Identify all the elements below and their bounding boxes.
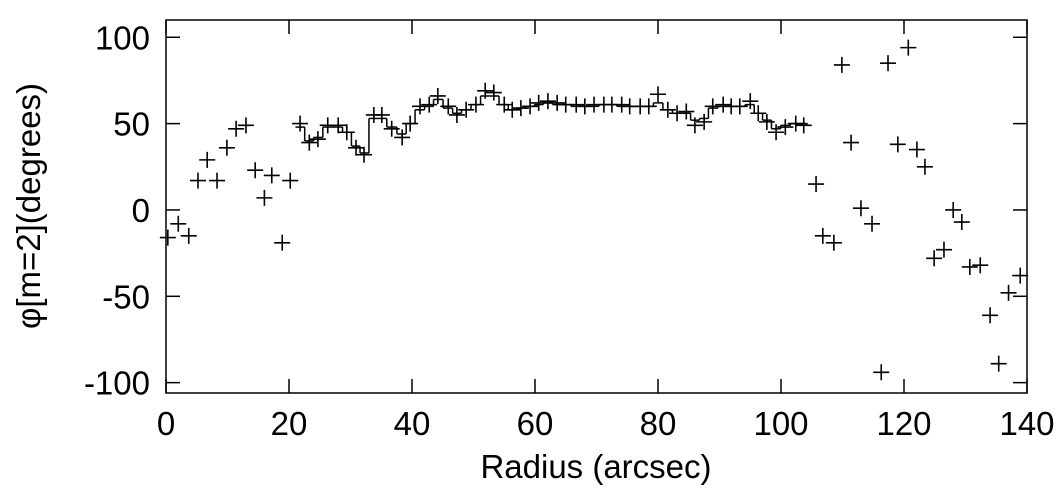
y-tick-label: -50 [102,278,150,315]
point [982,307,999,324]
point [394,129,411,146]
point [292,115,309,132]
point [309,131,326,148]
x-tick-label: 0 [157,405,175,442]
point [916,158,933,175]
x-tick-label: 40 [394,405,431,442]
point [696,113,713,130]
point [282,172,299,189]
y-axis-label: φ[m=2](degrees) [10,83,47,329]
point [843,134,860,151]
x-tick-label: 120 [876,405,931,442]
point [1000,284,1017,301]
point [199,151,216,168]
point [990,355,1007,372]
point [429,87,446,104]
x-tick-label: 80 [640,405,677,442]
point [256,189,273,206]
point [935,241,952,258]
point [356,146,373,163]
point [274,234,291,251]
y-tick-label: 50 [113,106,150,143]
point [485,84,502,101]
point [889,136,906,153]
point [961,258,978,275]
x-tick-label: 60 [517,405,554,442]
point [263,167,280,184]
point [900,39,917,56]
point [825,234,842,251]
x-axis-label: Radius (arcsec) [480,448,711,485]
y-tick-label: -100 [84,365,150,402]
point [953,214,970,231]
point [189,172,206,189]
point [330,117,347,134]
x-tick-label: 20 [271,405,308,442]
point [218,139,235,156]
x-tick-label: 100 [753,405,808,442]
point [301,134,318,151]
point [715,96,732,113]
point [926,250,943,267]
point [247,162,264,179]
point [1012,267,1029,284]
point [348,139,365,156]
point [833,56,850,73]
y-tick-label: 0 [132,192,150,229]
point [170,215,187,232]
point [795,117,812,134]
point [758,113,775,130]
point [768,124,785,141]
point [678,103,695,120]
point [373,106,390,123]
x-tick-label: 140 [999,405,1054,442]
plot-frame [165,19,1028,394]
point [972,257,989,274]
point [237,117,254,134]
point [209,172,226,189]
point [808,176,825,193]
point [880,55,897,72]
point [908,141,925,158]
y-tick-label: 100 [95,19,150,56]
point [873,364,890,381]
point [421,96,438,113]
point [228,120,245,137]
point [852,200,869,217]
point [539,93,556,110]
point [159,229,176,246]
point [945,201,962,218]
point [650,86,666,103]
point [864,215,881,232]
point [448,106,465,123]
point [180,227,197,244]
point [814,227,831,244]
point [742,93,759,110]
